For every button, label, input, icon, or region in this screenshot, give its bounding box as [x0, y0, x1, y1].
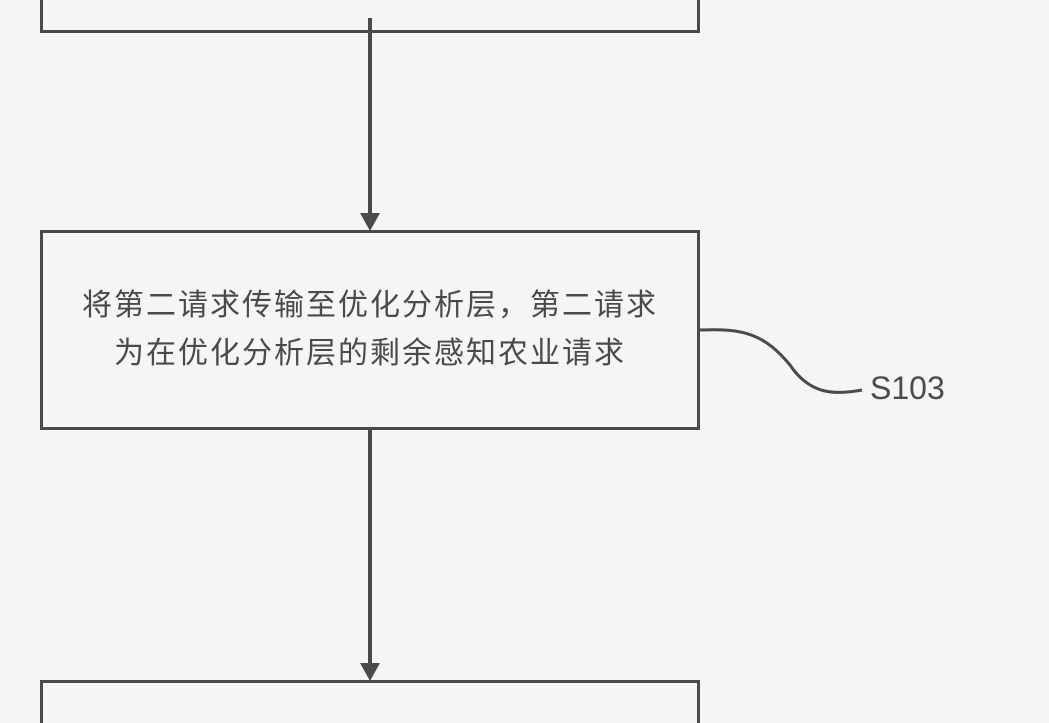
flowchart-box-bottom-partial: [40, 680, 700, 723]
flowchart-box-middle: 将第二请求传输至优化分析层，第二请求为在优化分析层的剩余感知农业请求: [40, 230, 700, 430]
box-middle-text: 将第二请求传输至优化分析层，第二请求为在优化分析层的剩余感知农业请求: [73, 282, 667, 378]
step-label-s103: S103: [870, 370, 945, 407]
arrow-head-top: [360, 213, 380, 231]
arrow-head-bottom: [360, 663, 380, 681]
flowchart-container: 将第二请求传输至优化分析层，第二请求为在优化分析层的剩余感知农业请求 S103: [0, 0, 1049, 700]
arrow-line-bottom: [368, 430, 372, 663]
arrow-line-top: [368, 18, 372, 213]
